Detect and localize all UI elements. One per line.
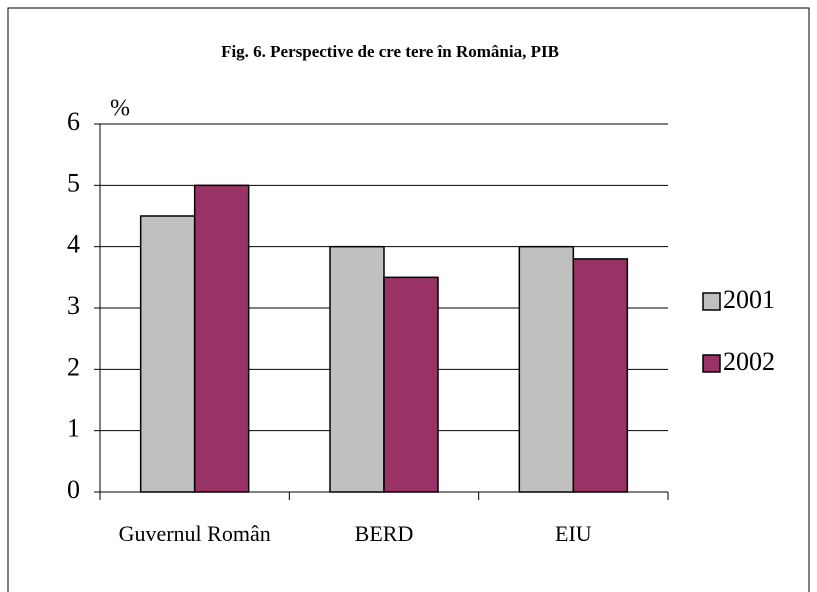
bar [518,245,575,493]
legend-swatch [702,292,721,311]
y-tick-label: 1 [67,414,80,443]
y-axis-label: % [110,96,130,122]
bar [572,258,629,493]
legend-label: 2001 [723,285,775,314]
bar [383,276,439,493]
bar [193,184,250,493]
y-tick-label: 4 [67,230,80,259]
y-tick-label: 5 [67,168,80,197]
bar [329,245,385,493]
legend-swatch [702,354,721,373]
x-tick-label: EIU [555,521,592,546]
bar [139,215,196,493]
y-tick-label: 6 [67,107,80,136]
y-tick-label: 3 [67,291,80,320]
x-tick-label: Guvernul Român [118,521,271,546]
legend-label: 2002 [723,347,775,376]
x-tick-label: BERD [354,521,414,546]
y-tick-label: 2 [67,352,80,381]
y-tick-label: 0 [67,475,80,504]
chart-title: Fig. 6. Perspective de cre tere în Român… [221,42,559,61]
